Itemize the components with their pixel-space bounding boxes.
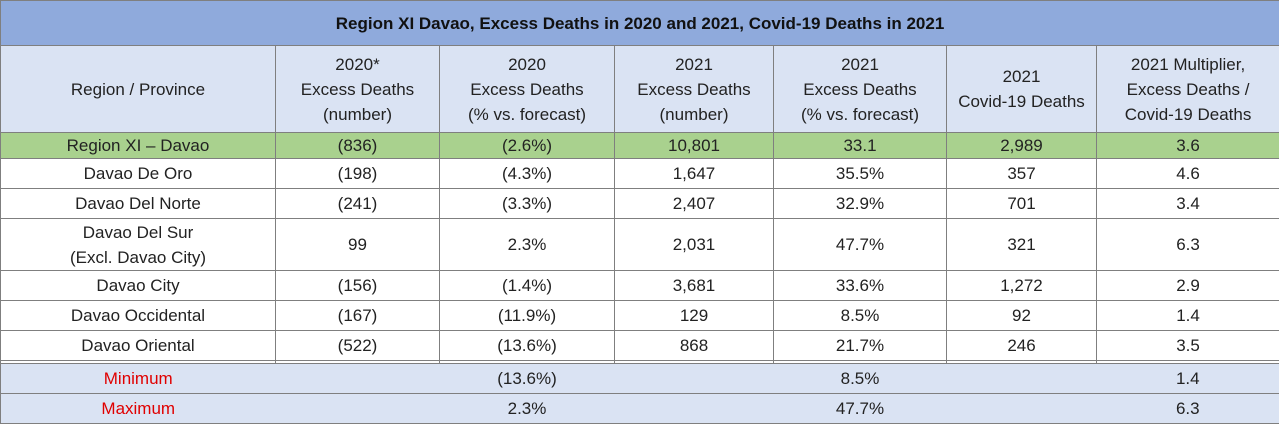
blank-cell (946, 363, 1097, 394)
table-cell: 701 (946, 188, 1097, 219)
header-cell: 2020 Excess Deaths (% vs. forecast) (439, 45, 615, 133)
region-total-row: Region XI – Davao (836) (2.6%) 10,801 33… (0, 132, 1279, 159)
table-cell: (836) (275, 132, 440, 159)
table-cell: 21.7% (773, 330, 947, 361)
table-cell: 10,801 (614, 132, 774, 159)
header-cell: 2021 Covid-19 Deaths (946, 45, 1097, 133)
header-cell: 2021 Multiplier, Excess Deaths / Covid-1… (1095, 45, 1279, 133)
table-cell: 2,407 (614, 188, 774, 219)
table-cell: 2,989 (946, 132, 1097, 159)
table-cell: Region XI – Davao (0, 132, 276, 159)
table-cell: (241) (275, 188, 440, 219)
table-row: Davao City (156) (1.4%) 3,681 33.6% 1,27… (0, 270, 1279, 301)
table-row: Davao Del Norte (241) (3.3%) 2,407 32.9%… (0, 188, 1279, 219)
table-cell: (1.4%) (439, 270, 615, 301)
summary-label: Minimum (0, 363, 276, 394)
excess-deaths-table: Region XI Davao, Excess Deaths in 2020 a… (0, 0, 1279, 424)
table-cell: 2,031 (614, 218, 774, 271)
table-cell: 8.5% (773, 363, 947, 394)
table-cell: 8.5% (773, 300, 947, 331)
table-cell: 1.4 (1096, 363, 1279, 394)
table-cell: 33.6% (773, 270, 947, 301)
blank-cell (946, 393, 1097, 424)
table-cell: Davao Oriental (0, 330, 276, 361)
table-cell: Davao Occidental (0, 300, 276, 331)
table-cell: (13.6%) (439, 330, 615, 361)
table-cell: Davao City (0, 270, 276, 301)
table-row: Davao Del Sur (Excl. Davao City) 99 2.3%… (0, 218, 1279, 271)
table-cell: 92 (946, 300, 1097, 331)
table-cell: 35.5% (773, 158, 947, 189)
table-cell: (11.9%) (439, 300, 615, 331)
table-cell: (2.6%) (439, 132, 615, 159)
table-cell: (3.3%) (439, 188, 615, 219)
header-cell: Region / Province (0, 45, 276, 133)
table-cell: Davao Del Norte (0, 188, 276, 219)
header-cell: 2021 Excess Deaths (% vs. forecast) (773, 45, 947, 133)
table-cell: 1.4 (1095, 300, 1279, 331)
table-title: Region XI Davao, Excess Deaths in 2020 a… (0, 0, 1279, 46)
maximum-row: Maximum 2.3% 47.7% 6.3 (0, 393, 1279, 424)
table-cell: 321 (946, 218, 1097, 271)
table-cell: 33.1 (773, 132, 947, 159)
table-cell: 1,647 (614, 158, 774, 189)
summary-label: Maximum (0, 393, 276, 424)
blank-cell (275, 363, 440, 394)
header-row: Region / Province 2020* Excess Deaths (n… (0, 45, 1279, 133)
table-cell: 3.5 (1095, 330, 1279, 361)
table-cell: 246 (946, 330, 1097, 361)
table-cell: 3,681 (614, 270, 774, 301)
blank-cell (614, 393, 774, 424)
blank-cell (614, 363, 774, 394)
table-cell: 2.3% (439, 393, 615, 424)
table-cell: Davao Del Sur (Excl. Davao City) (0, 218, 276, 271)
title-row: Region XI Davao, Excess Deaths in 2020 a… (0, 0, 1279, 46)
table-cell: (167) (275, 300, 440, 331)
table-cell: 32.9% (773, 188, 947, 219)
table-cell: (13.6%) (439, 363, 615, 394)
table-cell: 3.6 (1095, 132, 1279, 159)
table-cell: 99 (275, 218, 440, 271)
table-cell: 2.9 (1095, 270, 1279, 301)
table-cell: (198) (275, 158, 440, 189)
table-cell: (4.3%) (439, 158, 615, 189)
table-cell: 47.7% (773, 393, 947, 424)
table-cell: (522) (275, 330, 440, 361)
header-cell: 2020* Excess Deaths (number) (275, 45, 440, 133)
minimum-row: Minimum (13.6%) 8.5% 1.4 (0, 363, 1279, 394)
table-row: Davao Oriental (522) (13.6%) 868 21.7% 2… (0, 330, 1279, 361)
table-cell: 6.3 (1095, 218, 1279, 271)
table-cell: (156) (275, 270, 440, 301)
table-cell: 868 (614, 330, 774, 361)
table-cell: 2.3% (439, 218, 615, 271)
blank-cell (275, 393, 440, 424)
header-cell: 2021 Excess Deaths (number) (614, 45, 774, 133)
table-cell: 3.4 (1095, 188, 1279, 219)
table-row: Davao De Oro (198) (4.3%) 1,647 35.5% 35… (0, 158, 1279, 189)
table-cell: Davao De Oro (0, 158, 276, 189)
table-cell: 6.3 (1096, 393, 1279, 424)
table-cell: 47.7% (773, 218, 947, 271)
table-row: Davao Occidental (167) (11.9%) 129 8.5% … (0, 300, 1279, 331)
table-cell: 357 (946, 158, 1097, 189)
table-cell: 129 (614, 300, 774, 331)
table-cell: 4.6 (1095, 158, 1279, 189)
table-cell: 1,272 (946, 270, 1097, 301)
